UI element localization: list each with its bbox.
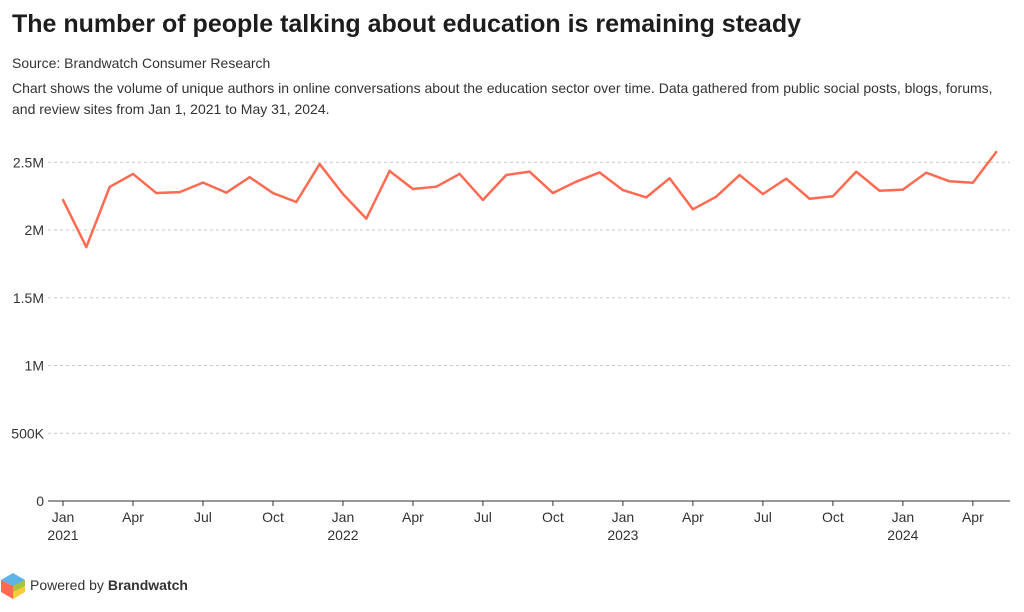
x-tick-year: 2021 bbox=[47, 527, 78, 543]
data-point bbox=[715, 195, 718, 198]
data-point bbox=[971, 181, 975, 184]
data-point bbox=[61, 198, 65, 202]
data-point bbox=[318, 162, 321, 166]
data-point bbox=[505, 173, 508, 177]
data-point bbox=[85, 245, 88, 249]
data-point bbox=[621, 188, 625, 192]
x-tick-label: Apr bbox=[402, 509, 424, 525]
y-tick-label: 1.5M bbox=[13, 290, 44, 306]
x-tick-label: Jul bbox=[474, 509, 492, 525]
data-point bbox=[808, 197, 811, 200]
data-point bbox=[551, 191, 555, 195]
data-point bbox=[388, 169, 391, 173]
brandwatch-logo-icon bbox=[1, 573, 25, 599]
x-tick-year: 2024 bbox=[887, 527, 918, 543]
brand-name: Brandwatch bbox=[107, 577, 188, 593]
data-point bbox=[295, 200, 298, 204]
data-point bbox=[341, 192, 345, 196]
data-point bbox=[155, 191, 158, 195]
x-tick-year: 2022 bbox=[327, 527, 358, 543]
y-tick-label: 1M bbox=[25, 358, 44, 374]
y-tick-label: 500K bbox=[11, 425, 44, 441]
chart-source: Source: Brandwatch Consumer Research bbox=[12, 55, 271, 71]
data-point bbox=[901, 188, 905, 191]
data-point bbox=[738, 173, 741, 177]
data-point bbox=[925, 171, 928, 174]
x-tick-label: Jan bbox=[892, 509, 915, 525]
x-tick-label: Oct bbox=[542, 509, 564, 525]
x-tick-label: Apr bbox=[682, 509, 704, 525]
data-point bbox=[131, 172, 135, 176]
series-line bbox=[61, 151, 998, 249]
data-point bbox=[645, 196, 648, 199]
data-point bbox=[785, 177, 788, 180]
data-point bbox=[575, 180, 578, 183]
x-tick-label: Jan bbox=[612, 509, 635, 525]
powered-by-prefix: Powered by bbox=[30, 577, 108, 593]
data-point bbox=[761, 192, 765, 196]
x-tick-label: Jan bbox=[52, 509, 75, 525]
powered-by[interactable]: Powered by Brandwatch bbox=[12, 577, 188, 593]
y-tick-label: 2.5M bbox=[13, 154, 44, 170]
data-point bbox=[481, 198, 485, 202]
data-point bbox=[411, 187, 415, 191]
data-point bbox=[878, 189, 881, 192]
data-point bbox=[225, 191, 228, 194]
data-point bbox=[855, 170, 858, 173]
x-tick-label: Oct bbox=[822, 509, 844, 525]
data-point bbox=[691, 208, 695, 211]
data-point bbox=[995, 150, 998, 154]
data-point bbox=[108, 185, 111, 189]
y-tick-label: 2M bbox=[25, 222, 44, 238]
data-point bbox=[201, 181, 205, 184]
data-point bbox=[831, 195, 835, 198]
data-point bbox=[948, 180, 951, 183]
data-point bbox=[365, 217, 368, 220]
chart-description: Chart shows the volume of unique authors… bbox=[12, 80, 993, 117]
data-point bbox=[458, 172, 461, 176]
data-point bbox=[178, 190, 181, 194]
data-point bbox=[435, 185, 438, 188]
x-tick-year: 2023 bbox=[607, 527, 638, 543]
x-tick-label: Apr bbox=[122, 509, 144, 525]
data-point bbox=[528, 170, 531, 173]
data-point bbox=[271, 191, 275, 195]
x-tick-label: Oct bbox=[262, 509, 284, 525]
y-tick-label: 0 bbox=[36, 493, 44, 509]
x-tick-label: Jul bbox=[754, 509, 772, 525]
data-point bbox=[248, 176, 251, 179]
x-tick-label: Jan bbox=[332, 509, 355, 525]
chart-title: The number of people talking about educa… bbox=[12, 10, 802, 38]
x-tick-label: Jul bbox=[194, 509, 212, 525]
x-tick-label: Apr bbox=[962, 509, 984, 525]
data-point bbox=[598, 171, 601, 174]
data-point bbox=[668, 177, 671, 180]
